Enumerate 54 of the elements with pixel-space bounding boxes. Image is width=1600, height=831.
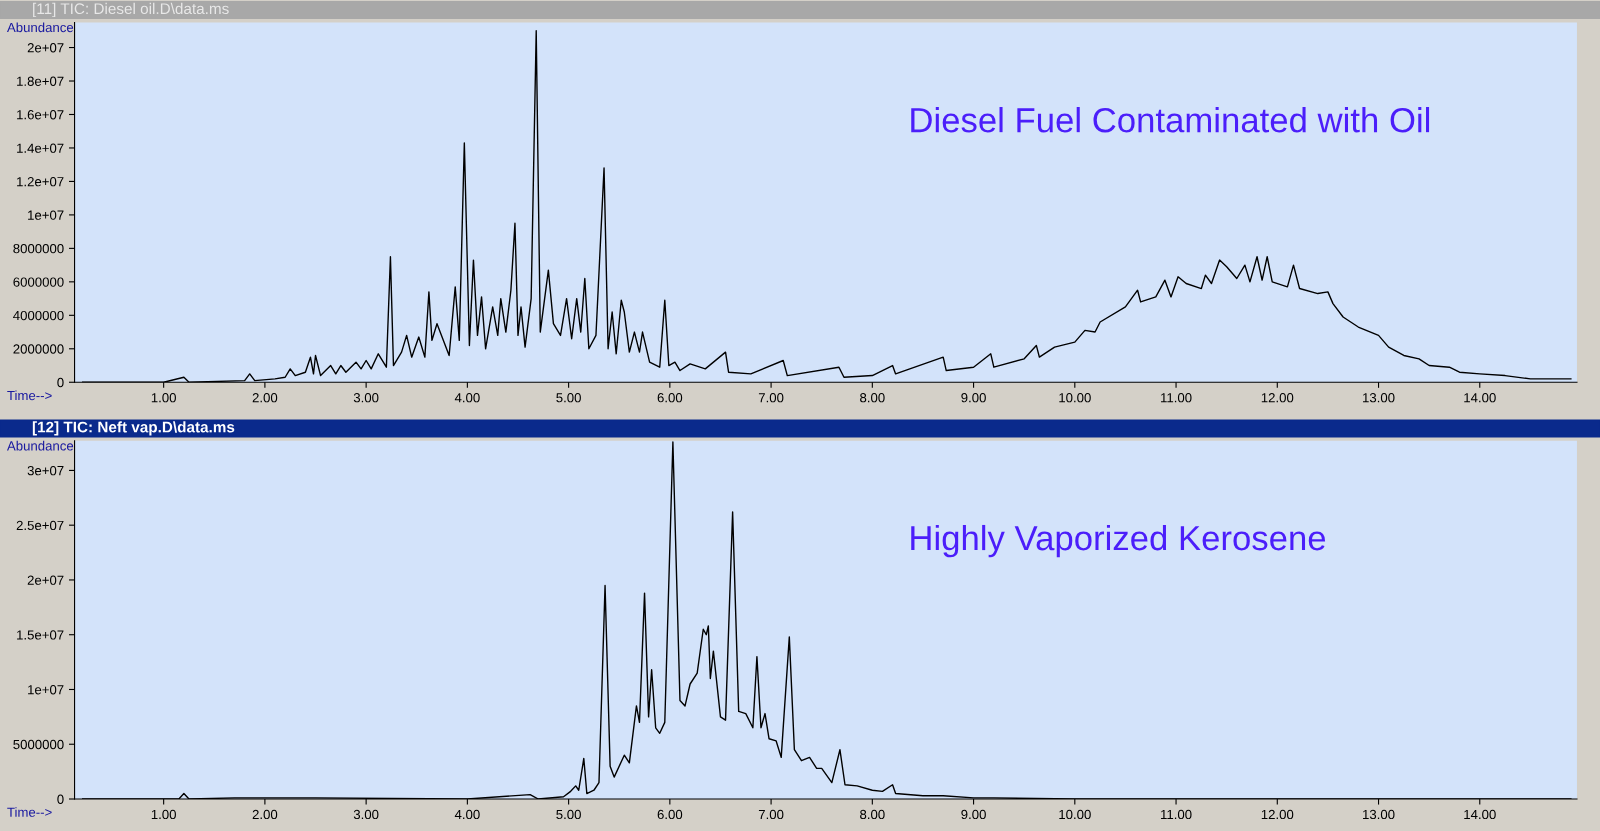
x-axis-title: Time--> <box>7 807 52 817</box>
x-tick-label: 13.00 <box>1363 393 1395 403</box>
x-tick-label: 4.00 <box>454 393 480 403</box>
x-tick-label: 14.00 <box>1464 393 1496 403</box>
y-tick-label: 5000000 <box>13 739 64 750</box>
y-tick-label: 1.2e+07 <box>17 177 64 187</box>
y-tick-label: 1.5e+07 <box>17 630 64 640</box>
x-tick-label: 1.00 <box>151 393 176 403</box>
y-tick-label: 0 <box>57 794 64 804</box>
y-tick-label: 2000000 <box>13 344 64 354</box>
x-tick-label: 2.00 <box>252 809 278 820</box>
x-tick-label: 9.00 <box>961 393 986 403</box>
x-tick-label: 9.00 <box>961 809 986 820</box>
x-tick-label: 7.00 <box>758 809 784 820</box>
y-axis-title: Abundance <box>6 440 74 451</box>
x-tick-label: 6.00 <box>657 809 683 820</box>
x-tick-label: 1.00 <box>151 809 176 820</box>
chart-title: [11] TIC: Diesel oil.D\data.ms <box>33 2 229 18</box>
x-tick-label: 10.00 <box>1059 809 1091 820</box>
x-tick-label: 11.00 <box>1161 809 1192 820</box>
x-tick-label: 4.00 <box>454 809 480 820</box>
y-tick-label: 4000000 <box>13 310 64 321</box>
x-tick-label: 7.00 <box>758 393 784 403</box>
x-tick-label: 2.00 <box>252 393 278 403</box>
y-tick-label: 1.6e+07 <box>17 110 64 120</box>
x-tick-label: 3.00 <box>353 393 379 403</box>
y-axis-title: Abundance <box>6 22 74 33</box>
y-tick-label: 6000000 <box>13 277 64 287</box>
y-tick-label: 3e+07 <box>27 465 64 476</box>
y-tick-label: 2.5e+07 <box>16 520 64 531</box>
x-tick-label: 13.00 <box>1363 809 1395 820</box>
y-tick-label: 2e+07 <box>27 575 64 585</box>
x-axis-title: Time--> <box>7 390 52 401</box>
x-tick-label: 3.00 <box>353 809 379 820</box>
y-tick-label: 1.4e+07 <box>17 143 64 153</box>
x-tick-label: 11.00 <box>1161 393 1192 403</box>
chart-title: [12] TIC: Neft vap.D\data.ms <box>32 421 235 436</box>
y-tick-label: 1.8e+07 <box>17 76 64 86</box>
annotation: Diesel Fuel Contaminated with Oil <box>911 107 1430 133</box>
y-tick-label: 2e+07 <box>27 43 64 53</box>
x-tick-label: 5.00 <box>556 393 581 403</box>
y-tick-label: 1e+07 <box>28 210 64 220</box>
annotation: Highly Vaporized Kerosene <box>911 524 1326 558</box>
y-tick-label: 1e+07 <box>28 685 64 695</box>
y-tick-label: 8000000 <box>13 243 64 254</box>
x-tick-label: 6.00 <box>657 393 683 403</box>
x-tick-label: 8.00 <box>860 393 885 403</box>
x-tick-label: 5.00 <box>556 809 581 820</box>
x-tick-label: 10.00 <box>1059 393 1091 403</box>
x-tick-label: 12.00 <box>1261 809 1294 820</box>
x-tick-label: 14.00 <box>1464 809 1496 820</box>
x-tick-label: 8.00 <box>860 809 885 820</box>
x-tick-label: 12.00 <box>1261 393 1294 403</box>
y-tick-label: 0 <box>57 377 64 388</box>
